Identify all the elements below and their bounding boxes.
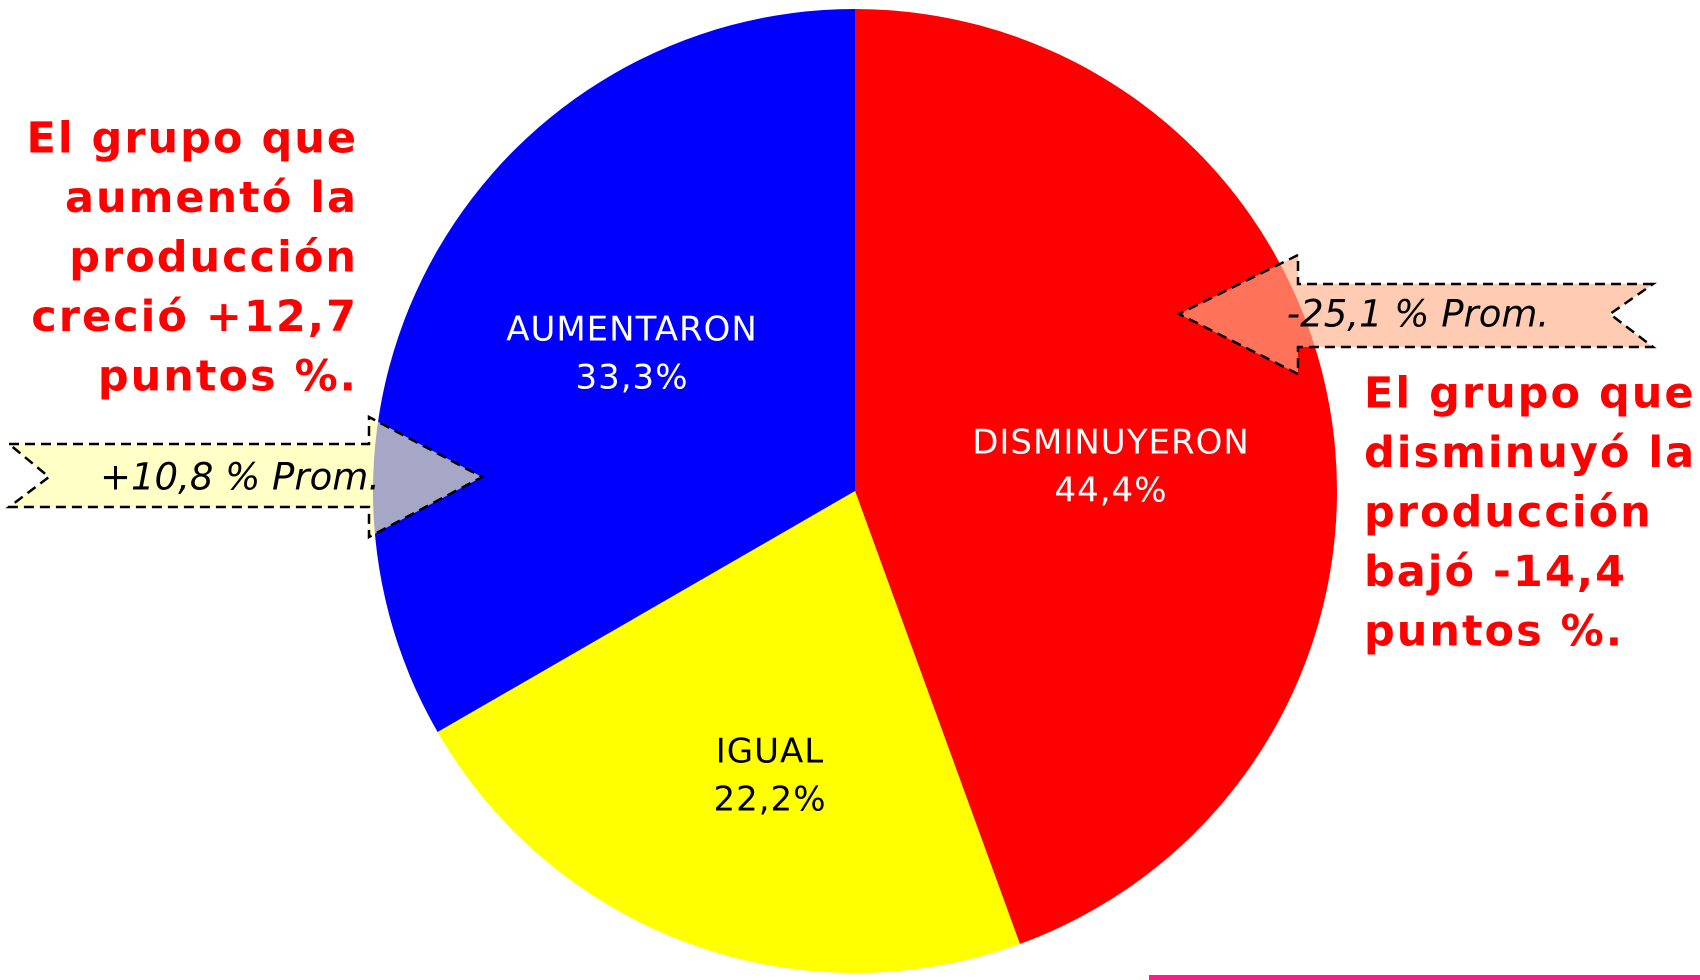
annotation: puntos %. — [1364, 607, 1624, 657]
pie-slice — [372, 9, 855, 732]
pie-slice — [855, 9, 1337, 944]
annotation: producción — [69, 233, 358, 283]
annotation: disminuyó la — [1364, 428, 1696, 478]
annotation: El grupo que — [1364, 369, 1696, 419]
annotation: puntos %. — [98, 352, 358, 402]
callout-text: -25,1 % Prom. — [1287, 293, 1549, 336]
callout-box — [1176, 252, 1657, 377]
pie-slice — [437, 491, 1020, 973]
callout-box — [5, 414, 485, 540]
annotation: producción — [1364, 488, 1653, 538]
annotation: creció +12,7 — [31, 292, 358, 342]
slice-label: IGUAL — [716, 732, 824, 772]
annotation: aumentó la — [65, 173, 358, 223]
annotation: El grupo que — [26, 114, 358, 164]
annotation: bajó -14,4 — [1364, 547, 1627, 597]
callout-text: +10,8 % Prom. — [100, 456, 380, 499]
slice-label: DISMINUYERON — [972, 423, 1250, 463]
slice-value: 22,2% — [713, 780, 826, 820]
slice-value: 44,4% — [1054, 471, 1167, 511]
decor-line — [1149, 975, 1700, 980]
slice-value: 33,3% — [575, 358, 688, 398]
slice-label: AUMENTARON — [506, 310, 758, 350]
